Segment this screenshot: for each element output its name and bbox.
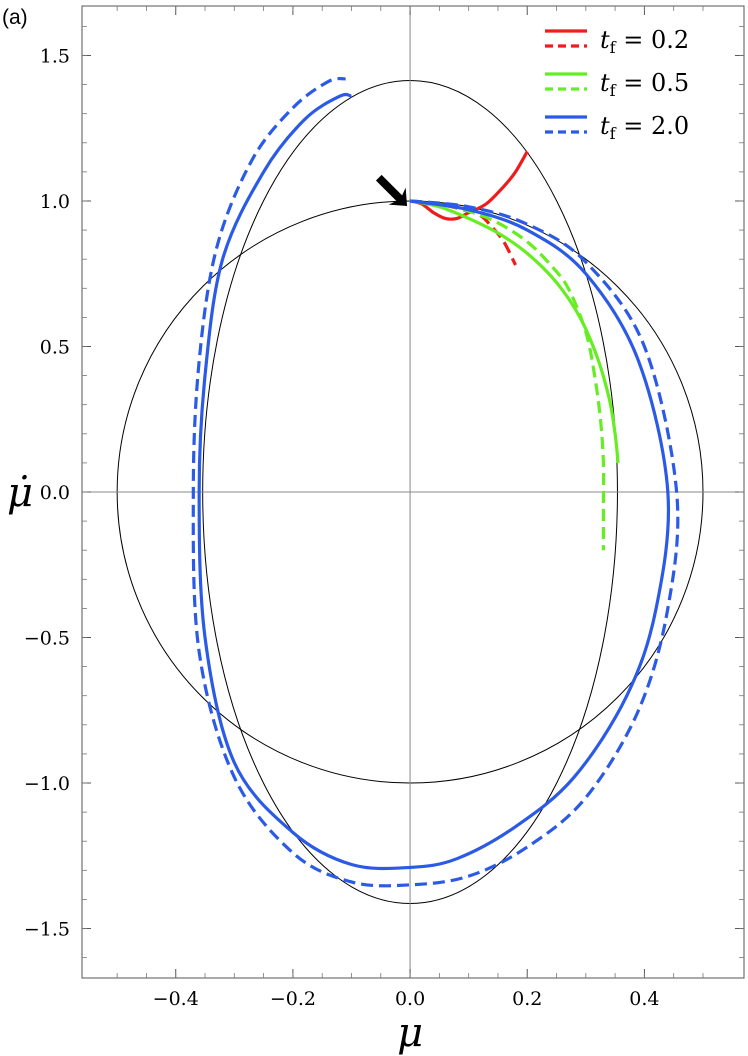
series-line-2 [409, 199, 620, 464]
y-axis-title: μ̇ [7, 470, 33, 516]
y-tick-label: −0.5 [24, 628, 70, 650]
y-tick-label: 0.0 [40, 482, 70, 504]
axis-ticks: −0.4 −0.2 0.0 0.2 0.4 −1.5 −1.0 −0.5 0.0 0.5 1.0 1.… [24, 6, 744, 1010]
panel-label: (a) [2, 6, 28, 29]
legend-label: tf = 0.5 [600, 69, 689, 100]
y-tick-label: −1.5 [24, 919, 70, 941]
legend-label: tf = 0.2 [600, 26, 689, 57]
y-tick-label: 0.5 [40, 336, 70, 358]
y-tick-label: 1.0 [40, 191, 70, 213]
y-tick-label: −1.0 [24, 773, 70, 795]
x-tick-label: 0.4 [629, 988, 659, 1010]
series-line-5 [191, 76, 680, 888]
x-tick-label: −0.4 [153, 988, 199, 1010]
start-arrow [375, 174, 408, 206]
arrow-icon [375, 174, 408, 206]
x-tick-label: 0.0 [395, 988, 425, 1010]
x-tick-label: −0.2 [270, 988, 316, 1010]
x-axis-title: μ [397, 1010, 423, 1056]
x-tick-label: 0.2 [512, 988, 542, 1010]
legend-label: tf = 2.0 [600, 112, 689, 143]
y-tick-label: 1.5 [40, 45, 70, 67]
series-line-4 [197, 92, 671, 871]
arrow-shape [375, 174, 408, 206]
legend: tf = 0.2 tf = 0.5 tf = 2.0 [545, 26, 689, 143]
data-series [191, 76, 680, 888]
